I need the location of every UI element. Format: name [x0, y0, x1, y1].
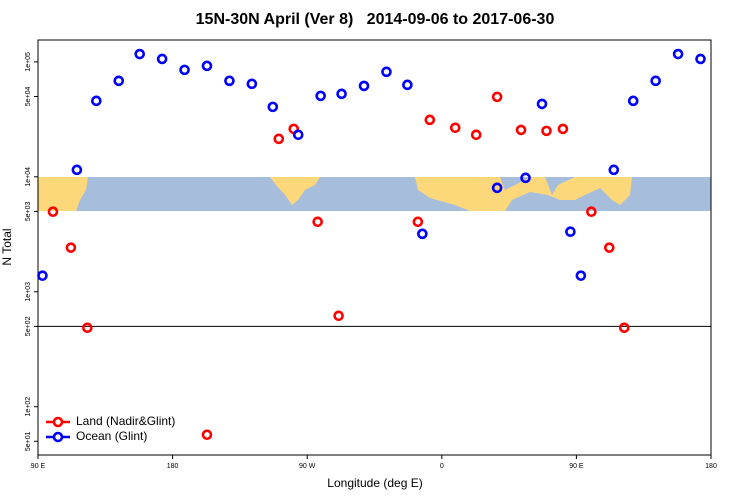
point — [47, 206, 59, 218]
point — [358, 80, 370, 92]
x-axis-label: Longitude (deg E) — [327, 476, 422, 490]
point — [417, 228, 428, 240]
x-tick-label: 180 — [705, 463, 717, 470]
land — [270, 177, 320, 205]
point — [672, 48, 684, 60]
y-tick-label: 1e+03 — [25, 282, 32, 302]
point — [650, 75, 661, 87]
x-tick-label: 0 — [440, 463, 444, 470]
point — [586, 206, 597, 218]
point — [273, 133, 285, 145]
legend-label: Ocean (Glint) — [76, 429, 147, 443]
point — [575, 270, 587, 281]
point — [65, 242, 77, 253]
plot-frame — [37, 39, 712, 456]
chart-title: 15N-30N April (Ver 8) 2014-09-06 to 2017… — [196, 11, 555, 28]
point — [381, 66, 392, 78]
point — [292, 129, 304, 141]
x-tick-label: 180 — [167, 463, 179, 470]
y-tick-label: 5e+01 — [25, 431, 32, 451]
point — [134, 48, 145, 60]
point — [557, 123, 569, 135]
y-tick-label: 1e+05 — [25, 52, 32, 72]
point — [515, 124, 527, 136]
point — [695, 53, 706, 65]
point — [618, 322, 630, 334]
point — [565, 226, 576, 238]
point — [246, 78, 258, 90]
x-tick-label: 90 W — [299, 463, 316, 470]
point — [333, 310, 344, 322]
y-tick-label: 5e+04 — [25, 87, 32, 107]
point — [541, 125, 552, 137]
point — [267, 101, 279, 113]
point — [82, 322, 93, 334]
point — [71, 164, 83, 176]
legend-label: Land (Nadir&Glint) — [76, 414, 175, 428]
point — [402, 79, 413, 91]
point — [201, 60, 213, 72]
x-tick-label: 90 E — [569, 463, 584, 470]
y-tick-label: 1e+04 — [25, 167, 32, 187]
point — [113, 75, 125, 87]
point — [312, 216, 323, 228]
point — [520, 172, 531, 184]
point — [412, 216, 424, 228]
point — [37, 270, 48, 281]
point — [156, 53, 168, 65]
point — [608, 164, 620, 176]
map-band — [38, 177, 711, 211]
y-tick-label: 5e+03 — [25, 201, 32, 221]
y-tick-label: 5e+02 — [25, 316, 32, 336]
point — [470, 129, 482, 141]
point — [424, 114, 436, 126]
y-axis-label: N Total — [0, 228, 14, 265]
point — [179, 64, 190, 76]
point — [491, 91, 503, 103]
point — [91, 95, 102, 107]
point — [224, 75, 235, 87]
point — [604, 242, 615, 253]
y-tick-label: 1e+02 — [25, 397, 32, 417]
legend-marker — [52, 416, 64, 428]
point — [336, 88, 347, 100]
land — [38, 177, 88, 211]
x-tick-label: 90 E — [31, 463, 46, 470]
point — [449, 122, 461, 134]
land — [415, 177, 632, 211]
point — [491, 182, 503, 194]
point — [315, 90, 326, 102]
point — [627, 95, 639, 107]
point — [201, 429, 213, 441]
point — [536, 98, 548, 110]
legend-marker — [52, 431, 64, 443]
